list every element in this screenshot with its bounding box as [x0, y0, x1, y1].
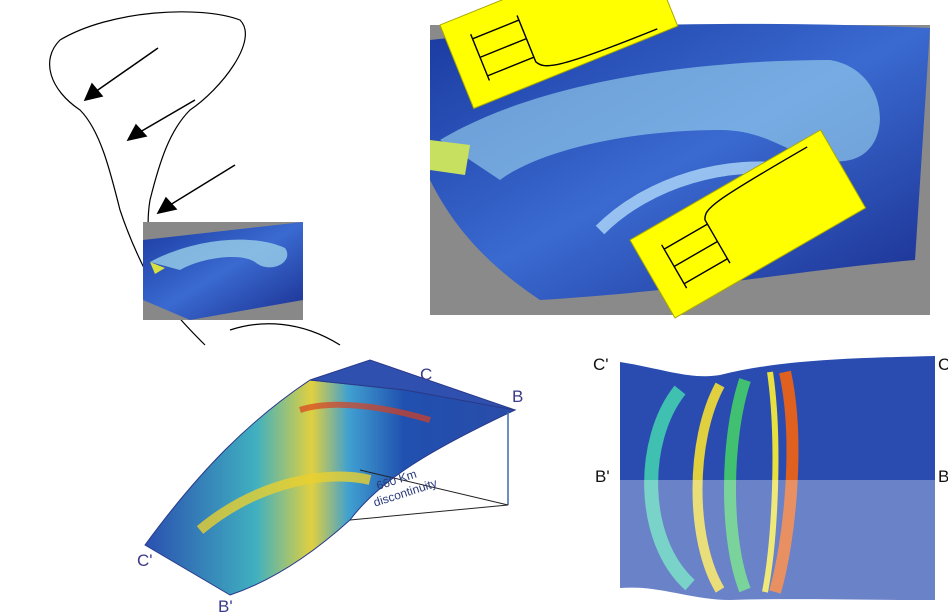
arrows — [85, 48, 235, 213]
plan-label: C' — [593, 355, 609, 374]
figure: C B C' B' 660 Km discontinuity C' C B' B — [0, 0, 948, 616]
oblique-slab — [145, 360, 515, 595]
oblique-label: B' — [218, 597, 233, 616]
plan-label: B — [938, 467, 948, 486]
plan-label: C — [938, 355, 948, 374]
plan-label: B' — [595, 467, 610, 486]
regional-map — [430, 0, 930, 318]
oblique-label: C' — [137, 551, 153, 570]
inset-map — [143, 222, 303, 320]
oblique-label: C — [420, 365, 432, 384]
oblique-label: B — [512, 387, 523, 406]
plan-slab — [620, 356, 935, 600]
